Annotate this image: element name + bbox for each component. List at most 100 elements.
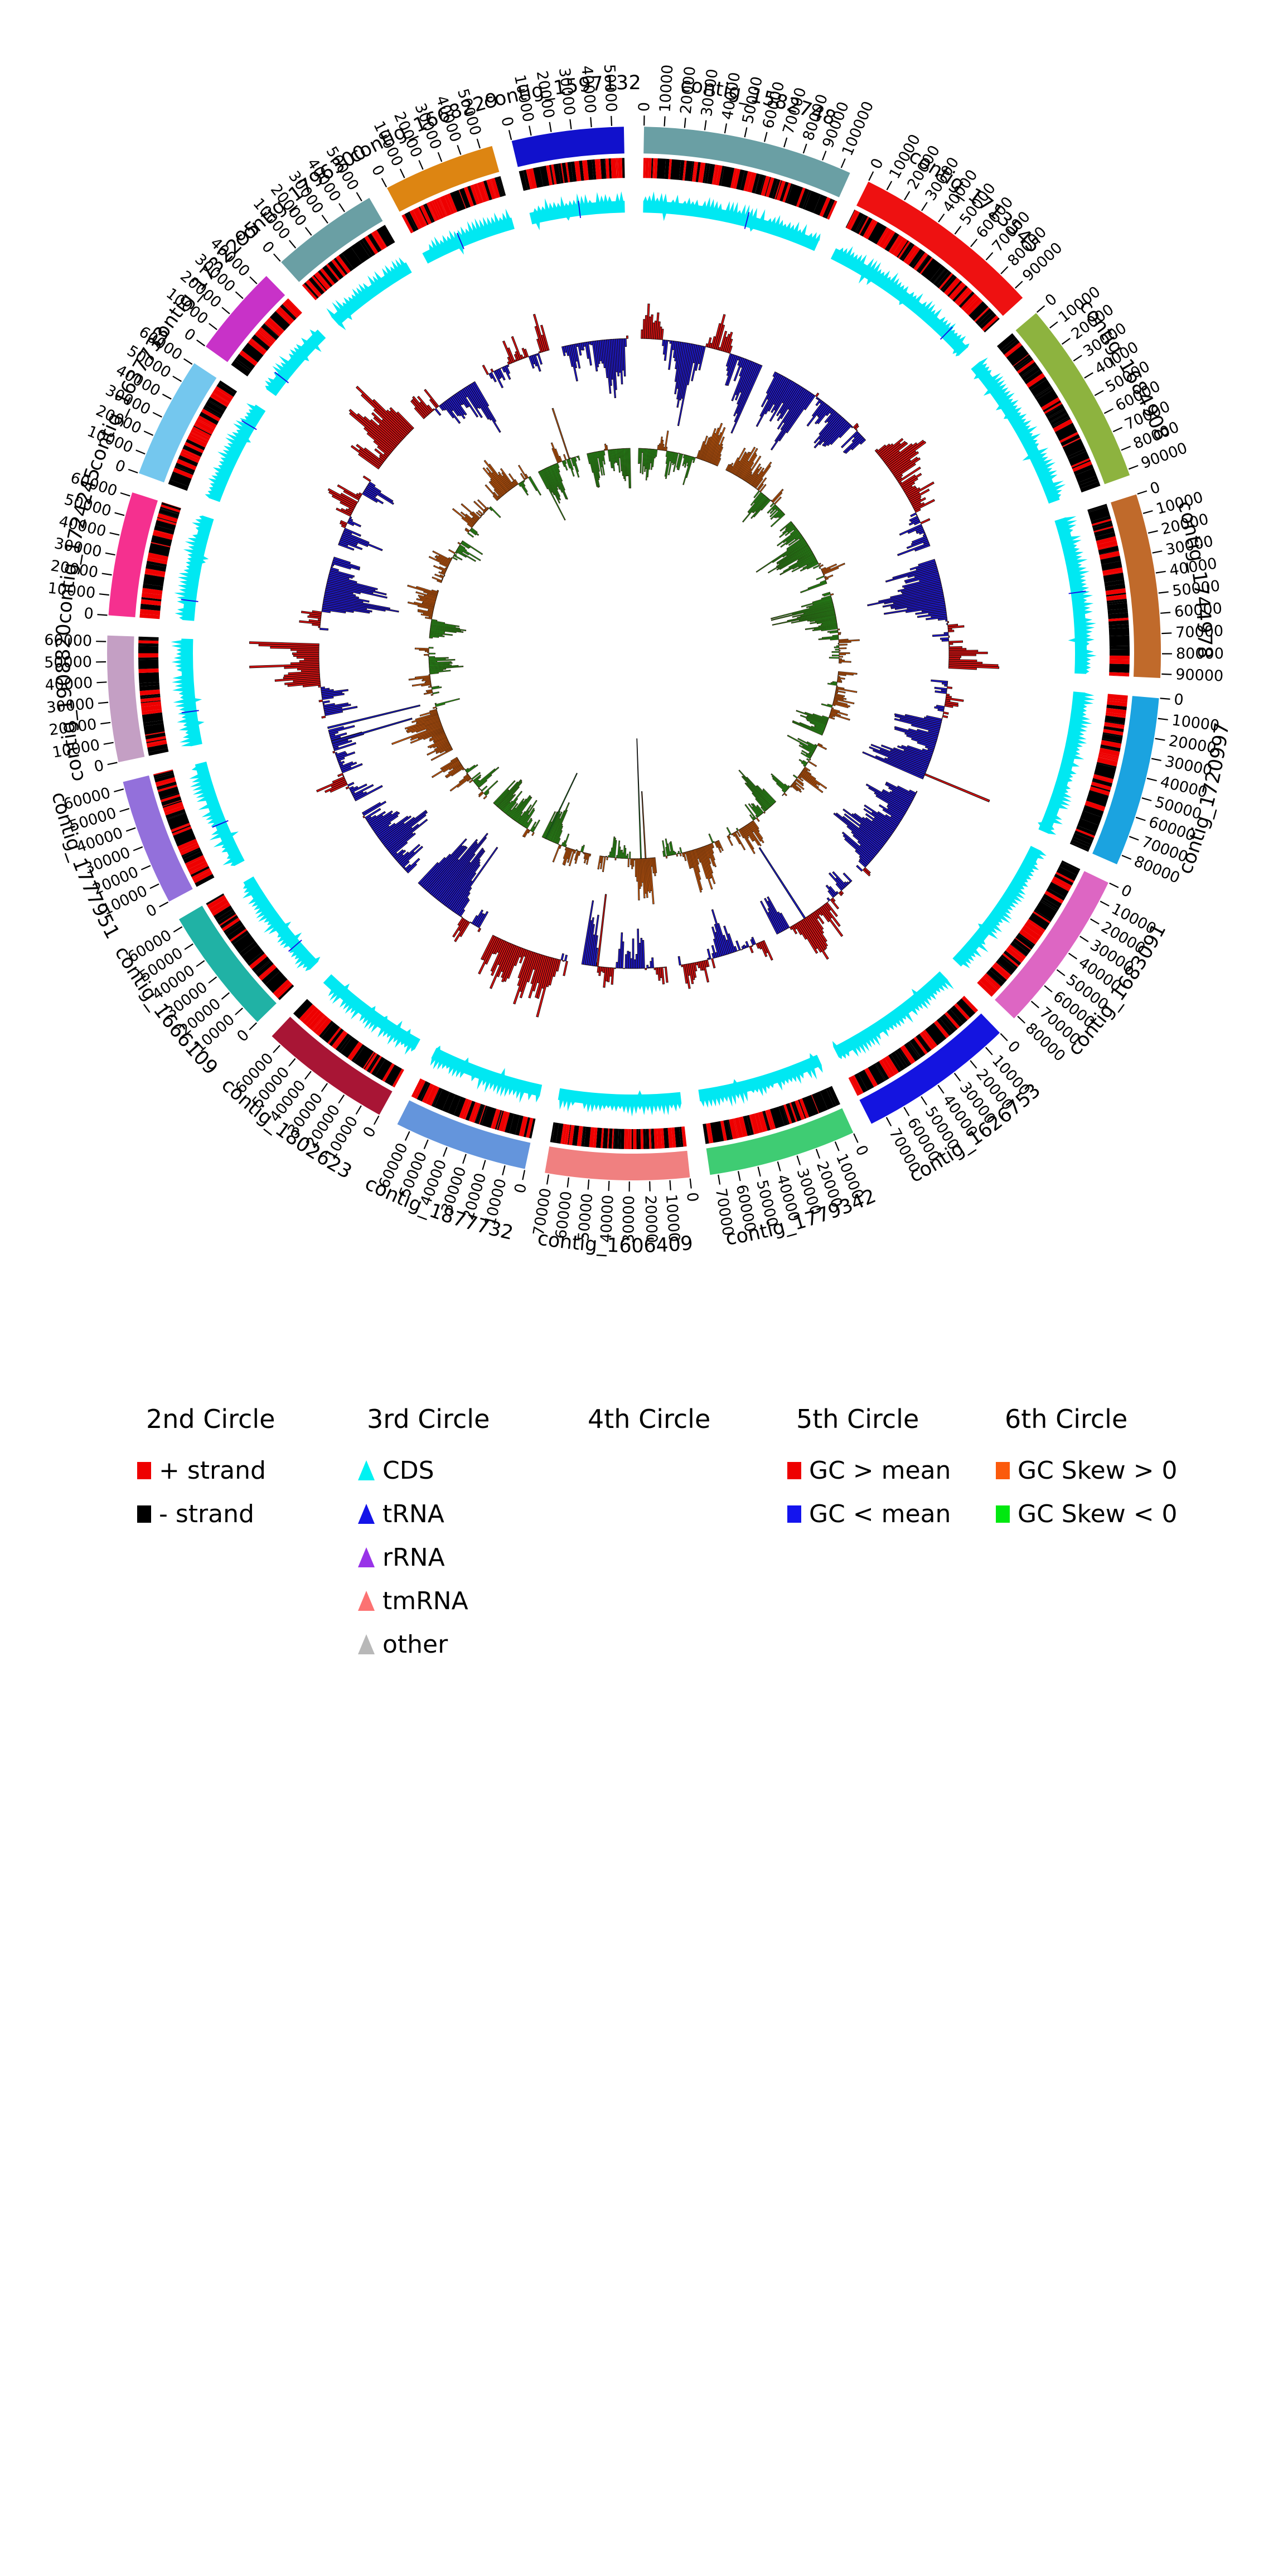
cds-tooth — [981, 940, 986, 945]
strand-feature-segment — [1097, 540, 1118, 549]
coordinate-tick — [549, 122, 552, 132]
gc-skew-bar — [779, 521, 792, 532]
gc-content-bar — [365, 486, 394, 505]
cds-tooth — [686, 197, 691, 205]
strand-feature-segment — [1104, 722, 1125, 728]
strand-feature-segment — [1076, 825, 1096, 836]
cds-tooth — [987, 370, 992, 374]
strand-feature-segment — [1098, 545, 1119, 555]
gc-content-bar — [460, 916, 463, 918]
gc-content-bar — [846, 825, 880, 853]
cds-tooth — [221, 844, 226, 849]
cds-tooth — [393, 1037, 398, 1043]
strand-feature-segment — [182, 444, 203, 457]
cds-tooth — [272, 366, 281, 374]
contig-arc — [179, 906, 277, 1022]
strand-feature-segment — [747, 172, 757, 193]
gc-skew-bar — [807, 614, 836, 622]
strand-feature-segment — [1108, 617, 1129, 622]
gc-content-bar — [786, 393, 815, 434]
strand-feature-segment — [684, 161, 693, 181]
strand-feature-segment — [368, 1055, 380, 1073]
gc-skew-bar — [800, 752, 811, 759]
strand-feature-segment — [312, 1015, 326, 1031]
cds-tooth — [786, 222, 791, 229]
cds-tooth — [1055, 815, 1062, 820]
gc-content-bar — [325, 590, 360, 599]
gc-skew-bar — [475, 768, 496, 786]
gc-skew-bar — [679, 847, 682, 854]
cds-notch — [315, 345, 322, 352]
coordinate-tick — [437, 152, 443, 162]
gc-skew-bar — [806, 599, 833, 608]
gc-content-bar — [707, 957, 710, 960]
coordinate-tick — [1160, 698, 1170, 700]
strand-feature-segment — [572, 1125, 579, 1146]
strand-feature-segment — [205, 400, 225, 415]
gc-skew-bar — [616, 855, 618, 859]
gc-content-bar — [869, 746, 928, 771]
tick-label: 70000 — [1175, 622, 1224, 641]
cds-tooth — [916, 293, 923, 302]
strand-feature-segment — [811, 1091, 828, 1113]
strand-feature-segment — [798, 1099, 806, 1119]
coordinate-tick — [815, 1149, 821, 1159]
strand-feature-segment — [1084, 800, 1106, 812]
strand-feature-segment — [850, 1075, 863, 1095]
strand-feature-segment — [674, 1127, 681, 1147]
gc-content-bar — [664, 340, 669, 361]
gc-skew-spike — [636, 738, 642, 859]
gc-skew-bar — [452, 556, 458, 561]
cds-tooth — [367, 275, 375, 285]
tick-label: 0 — [368, 162, 388, 179]
legend-header-4th-circle: 4th Circle — [588, 1404, 711, 1434]
strand-feature-segment — [206, 894, 225, 906]
cds-tooth — [720, 1097, 724, 1103]
cds-tooth — [951, 330, 955, 334]
strand-feature-segment — [979, 977, 998, 994]
cds-tooth — [1086, 665, 1091, 670]
cds-tooth — [931, 309, 936, 315]
coordinate-tick — [1068, 952, 1078, 960]
cds-tooth — [999, 384, 1006, 390]
strand-feature-segment — [733, 168, 740, 189]
cds-tooth — [1072, 540, 1082, 544]
cds-tooth — [208, 478, 216, 483]
cds-band — [331, 262, 412, 326]
strand-feature-segment — [981, 315, 999, 332]
gc-skew-bar — [429, 662, 453, 665]
strand-feature-segment — [933, 268, 946, 284]
coordinate-tick — [196, 960, 205, 967]
strand-feature-segment — [376, 225, 395, 247]
strand-feature-segment — [775, 180, 782, 200]
gc-content-bar — [711, 958, 716, 969]
cds-tooth — [973, 950, 982, 957]
coordinate-tick — [114, 788, 124, 792]
gc-skew-bar — [839, 647, 847, 650]
gc-content-bar — [833, 812, 881, 851]
gc-skew-bar — [677, 853, 679, 855]
gc-content-bar — [907, 525, 923, 534]
gc-skew-bar — [810, 616, 836, 622]
cds-tooth — [479, 219, 485, 228]
cds-notch — [536, 222, 540, 230]
gc-content-bar — [342, 531, 370, 544]
gc-content-bar — [330, 732, 347, 739]
gc-content-bar — [396, 411, 414, 430]
coordinate-tick — [1121, 446, 1131, 451]
tick-label: 0 — [1148, 478, 1163, 498]
strand-feature-segment — [248, 339, 267, 356]
cds-band — [529, 201, 625, 225]
strand-feature-segment — [671, 1127, 676, 1148]
strand-feature-segment — [570, 161, 577, 182]
strand-feature-segment — [1104, 579, 1125, 587]
gc-skew-bar — [554, 463, 563, 482]
strand-feature-segment — [593, 1127, 598, 1148]
gc-skew-bar — [806, 562, 819, 570]
cds-tooth — [770, 1083, 774, 1088]
gc-content-bar — [756, 375, 785, 427]
cds-band — [266, 330, 326, 396]
cds-tooth — [190, 782, 201, 787]
cds-tooth — [568, 200, 573, 206]
gc-skew-bar — [599, 451, 606, 476]
